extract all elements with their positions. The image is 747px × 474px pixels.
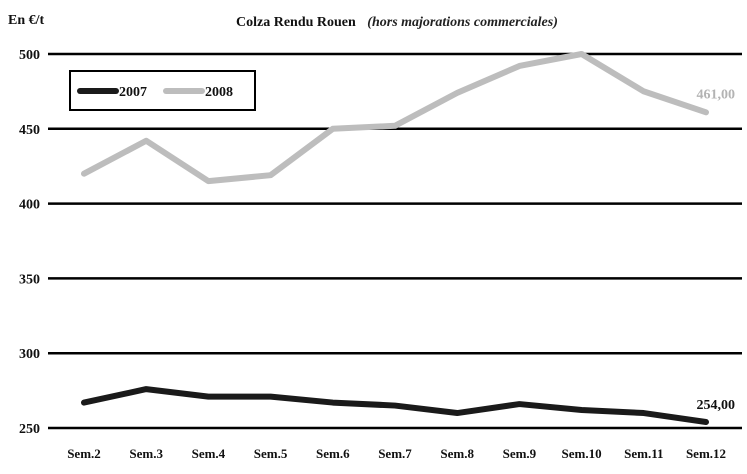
x-tick-label: Sem.2 (67, 446, 101, 461)
y-tick-label: 350 (19, 272, 40, 287)
chart-subtitle: (hors majorations commerciales) (367, 15, 558, 30)
end-label-2007: 254,00 (697, 398, 736, 413)
y-tick-label: 250 (19, 422, 40, 437)
x-tick-label: Sem.12 (686, 446, 726, 461)
chart-title: Colza Rendu Rouen (hors majorations comm… (236, 15, 558, 30)
x-tick-label: Sem.8 (440, 446, 474, 461)
y-tick-label: 400 (19, 198, 40, 213)
x-tick-label: Sem.4 (192, 446, 226, 461)
end-labels: 254,00 461,00 (697, 87, 736, 413)
x-tick-label: Sem.11 (624, 446, 663, 461)
x-tick-label: Sem.5 (254, 446, 288, 461)
chart-title-main: Colza Rendu Rouen (236, 15, 356, 30)
legend-label-2007: 2007 (119, 85, 147, 100)
x-tick-label: Sem.3 (129, 446, 163, 461)
y-tick-label: 300 (19, 347, 40, 362)
series-line-2008 (81, 51, 709, 185)
y-axis-ticks: 250 300 350 400 450 500 (19, 48, 40, 437)
y-tick-label: 450 (19, 123, 40, 138)
x-tick-label: Sem.7 (378, 446, 412, 461)
y-axis-label: En €/t (8, 13, 45, 28)
series-line-2007 (81, 386, 709, 426)
legend-label-2008: 2008 (205, 85, 233, 100)
y-tick-label: 500 (19, 48, 40, 63)
x-tick-label: Sem.6 (316, 446, 350, 461)
legend: 2007 2008 (69, 70, 256, 111)
x-tick-label: Sem.10 (562, 446, 602, 461)
series-lines (81, 51, 709, 426)
x-axis-ticks: Sem.2 Sem.3 Sem.4 Sem.5 Sem.6 Sem.7 Sem.8 Sem.9… (67, 446, 726, 461)
end-label-2008: 461,00 (697, 87, 736, 102)
x-tick-label: Sem.9 (503, 446, 537, 461)
